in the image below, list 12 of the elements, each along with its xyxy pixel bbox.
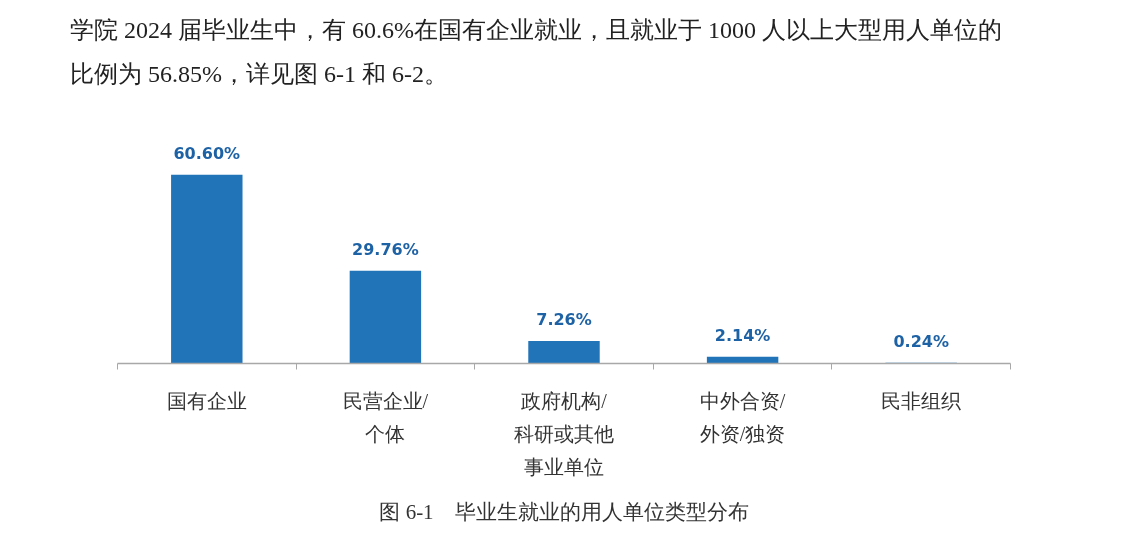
x-tick-label: 民非组织	[881, 389, 962, 412]
data-label: 29.76%	[352, 239, 419, 259]
x-tick-label: 中外合资/外资/独资	[699, 389, 786, 445]
data-label: 60.60%	[173, 143, 241, 163]
text: 图 6-1 毕业生就业的用人单位类型分布	[379, 499, 749, 524]
x-tick-label: 国有企业	[166, 389, 247, 412]
data-label: 0.24%	[893, 331, 949, 351]
x-tick-label: 政府机构/科研或其他事业单位	[514, 389, 614, 478]
data-label: 7.26%	[536, 309, 592, 329]
text: 学院 2024 届毕业生中，有 60.6%在国有企业就业，且就业于 1000 人以上大型用人单位的比例为 56.85%，详见图 6-1 和 6-2。	[70, 16, 1003, 89]
x-tick-label: 民营企业/个体	[342, 389, 429, 445]
data-label: 2.14%	[714, 325, 771, 345]
